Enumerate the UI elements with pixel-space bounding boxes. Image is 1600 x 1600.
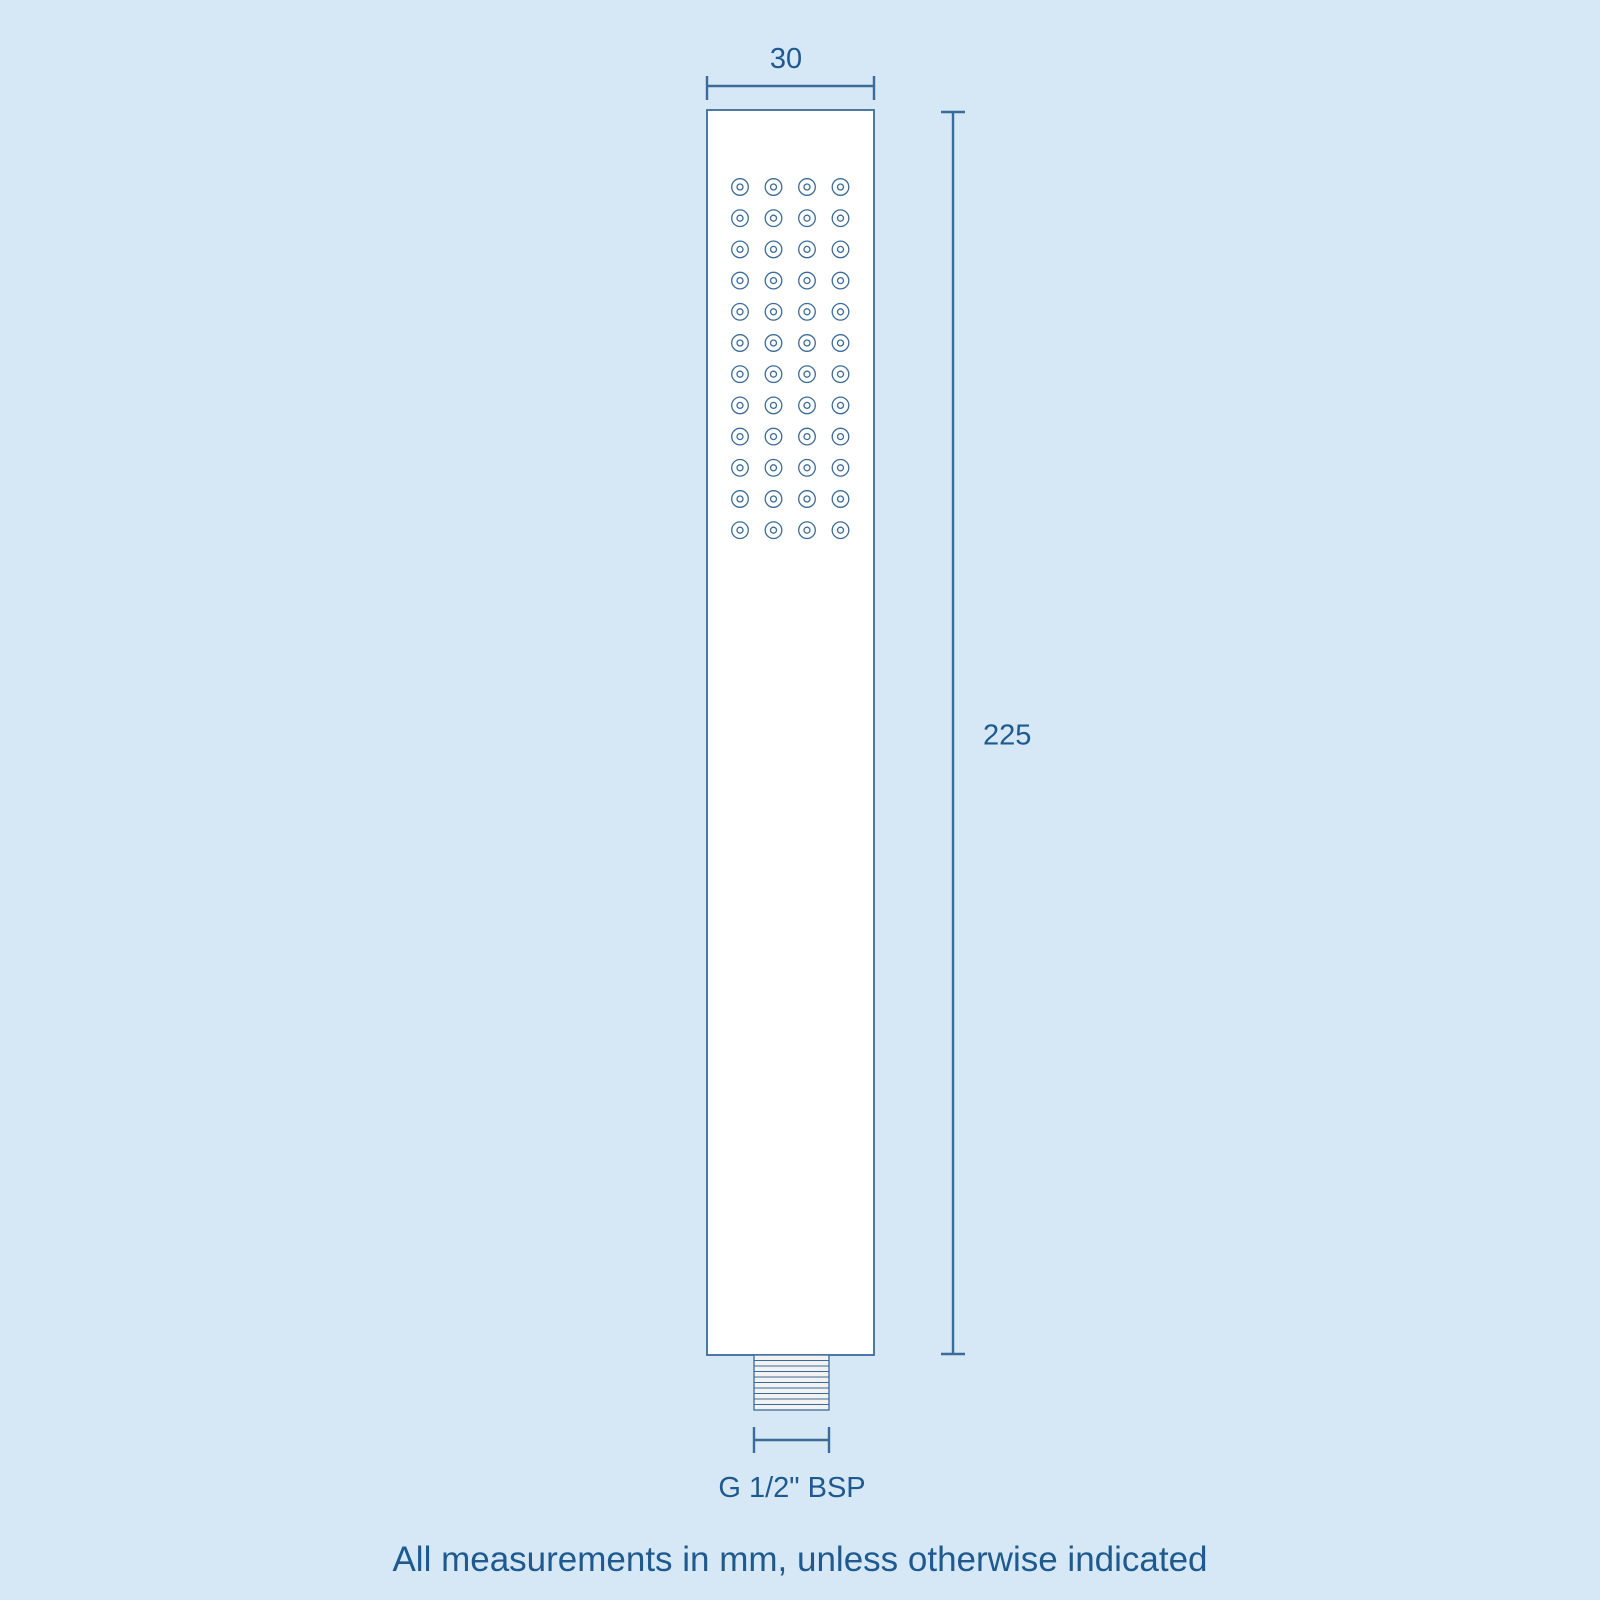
dimension-thread-label: G 1/2" BSP — [718, 1472, 865, 1504]
dimension-height-label: 225 — [983, 720, 1031, 752]
handset-body — [707, 110, 874, 1355]
shower-handset-diagram: 30 225 G 1/2" BSP All measurements in mm, u… — [0, 0, 1600, 1600]
dimension-width-label: 30 — [770, 43, 802, 75]
footer-note: All measurements in mm, unless otherwise… — [392, 1540, 1207, 1579]
